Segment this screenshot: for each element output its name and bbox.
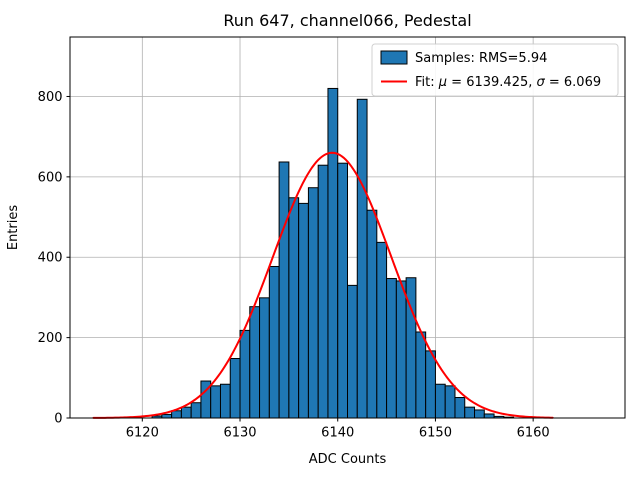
y-tick-label: 0: [54, 412, 62, 427]
histogram-bar: [249, 306, 261, 419]
y-tick-label: 200: [38, 331, 63, 346]
histogram-bar: [386, 278, 397, 419]
x-tick-label: 6160: [517, 426, 550, 441]
histogram-bar: [210, 385, 221, 419]
legend-samples-label: Samples: RMS=5.94: [415, 51, 547, 66]
histogram-bar: [171, 410, 182, 419]
histogram-bar: [268, 265, 280, 419]
histogram-bar: [425, 350, 436, 419]
histogram-bar: [444, 385, 456, 419]
x-tick-label: 6150: [419, 426, 452, 441]
legend-box: [371, 43, 619, 97]
histogram-bar: [474, 409, 485, 419]
histogram-bar: [434, 383, 446, 419]
histogram-bar: [366, 209, 378, 419]
histogram-bar: [259, 297, 270, 419]
fit-curve: [92, 151, 554, 419]
x-tick-label: 6130: [223, 426, 256, 441]
axes-frame: [69, 36, 626, 419]
histogram-bar: [454, 397, 466, 419]
y-tick-label: 600: [38, 170, 63, 185]
histogram-bar: [395, 280, 407, 419]
histogram-bar: [229, 358, 241, 419]
histogram-bar: [219, 383, 231, 419]
x-axis-label: ADC Counts: [309, 452, 387, 467]
histogram-bar: [464, 406, 476, 419]
histogram-bar: [317, 164, 329, 419]
histogram-bar: [483, 413, 495, 419]
y-tick-label: 800: [38, 90, 63, 105]
histogram-bar: [180, 406, 192, 419]
histogram-bar: [190, 402, 202, 419]
histogram-bar: [161, 413, 173, 419]
legend-fit-label: Fit: μ = 6139.425, σ = 6.069: [415, 75, 601, 90]
legend-samples-swatch: [380, 50, 408, 65]
histogram-bar: [307, 187, 319, 419]
x-tick-label: 6120: [126, 426, 159, 441]
histogram-bar: [298, 202, 309, 419]
histogram-bar: [278, 161, 290, 419]
histogram-bar: [347, 284, 358, 419]
x-tick-label: 6140: [321, 426, 354, 441]
chart-title: Run 647, channel066, Pedestal: [223, 11, 471, 30]
histogram-bar: [376, 241, 388, 419]
histogram-bar: [356, 98, 368, 419]
histogram-bar: [327, 87, 339, 419]
y-axis-label: Entries: [6, 205, 21, 251]
histogram-bar: [337, 162, 349, 419]
histogram-bar: [239, 329, 251, 419]
histogram-bar: [288, 197, 300, 419]
y-tick-label: 400: [38, 251, 63, 266]
histogram-bar: [415, 331, 427, 419]
